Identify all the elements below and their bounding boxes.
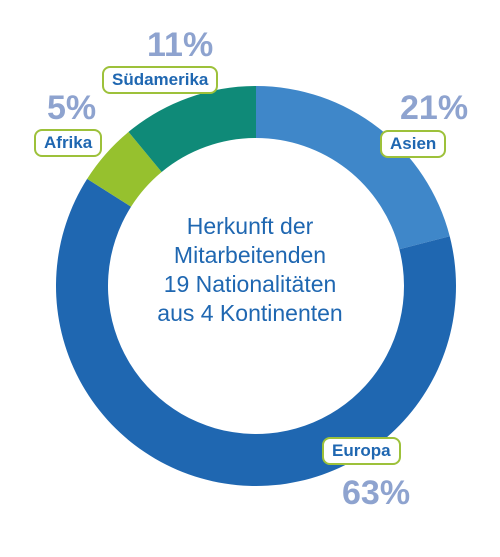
europa-percent-label: 63% [342, 474, 411, 512]
afrika-category-label: Afrika [34, 129, 103, 157]
slice-europa [55, 178, 457, 486]
center-text-line-1: Herkunft der [186, 213, 314, 239]
asien-percent-label: 21% [400, 89, 469, 127]
chart-center-text: Herkunft der Mitarbeitenden 19 Nationali… [110, 212, 390, 328]
suedamerika-category-label: Südamerika [102, 66, 219, 94]
center-text-line-3: 19 Nationalitäten [163, 271, 337, 297]
slice-asien [256, 86, 450, 250]
asien-category-label: Asien [380, 130, 447, 158]
center-text-line-2: Mitarbeitenden [173, 242, 327, 268]
suedamerika-percent-label: 11% [147, 26, 214, 64]
slice-afrika [87, 131, 162, 207]
slice-sdamerika [128, 86, 256, 172]
center-text-line-4: aus 4 Kontinenten [157, 300, 343, 326]
europa-category-label: Europa [322, 437, 401, 465]
afrika-percent-label: 5% [47, 89, 97, 127]
